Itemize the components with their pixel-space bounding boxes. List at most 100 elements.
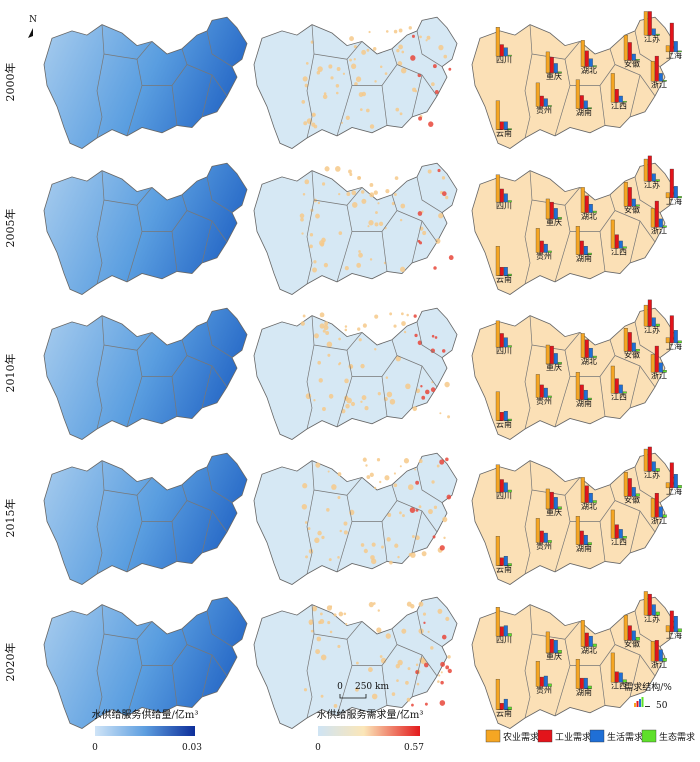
demand-spot [355,687,359,692]
demand-spot [427,169,432,174]
demand-spot [369,192,375,198]
demand-spot [323,324,329,331]
legend-max: 0.03 [182,743,202,753]
demand-bar [623,328,628,352]
demand-bar [503,410,508,421]
legend-bar [641,697,644,707]
demand-spot [371,693,378,700]
province-label: 上海 [666,341,682,351]
province-label: 贵州 [536,685,552,695]
demand-spot [320,654,327,661]
demand-spot [323,262,329,268]
demand-spot [314,537,320,544]
demand-spot [402,514,405,518]
demand-spot [398,28,403,33]
demand-bar [580,620,585,647]
demand-spot [396,48,400,53]
demand-bar [662,80,667,82]
demand-spot [397,659,403,666]
demand-bar [669,168,674,199]
demand-spot [301,232,304,235]
demand-bar [499,626,504,637]
province-label: 浙江 [651,370,667,380]
demand-spot [399,218,403,222]
demand-bar [610,652,615,683]
supply-map [43,307,248,440]
demand-spot [430,646,434,650]
demand-spot [304,179,310,185]
demand-spot [405,383,411,390]
demand-bar [535,374,540,398]
demand-bar [495,391,500,421]
demand-bar [622,536,627,539]
demand-bar [495,100,500,130]
demand-bar [658,362,663,373]
province-label: 湖南 [576,253,592,263]
demand-spot [361,190,365,194]
demand-spot [369,182,374,187]
demand-bar [665,45,670,53]
demand-spot [440,680,444,685]
demand-spot [398,44,403,50]
demand-bar [580,187,585,213]
demand-bar [623,34,628,61]
demand-spot [416,682,420,686]
demand-spot [384,475,390,481]
demand-spot [307,527,311,531]
demand-spot [328,64,333,69]
demand-spot [434,90,439,95]
demand-spot [304,83,309,88]
demand-bar [539,240,544,253]
demand-spot [338,192,341,196]
demand-bar [655,323,660,327]
demand-bar [610,73,615,103]
demand-bar [627,42,632,61]
demand-spot [418,116,423,121]
demand-bar [622,391,627,394]
demand-spot [389,560,393,565]
demand-bar [655,468,660,472]
demand-bar [643,11,648,36]
province-label: 重庆 [546,507,562,517]
demand-bar [654,345,659,373]
demand-bar [647,299,652,327]
demand-spot [335,91,339,95]
demand-spot [312,267,317,273]
demand-spot [386,537,391,542]
demand-bar [547,105,552,107]
province-label: 湖北 [581,501,597,511]
province-label: 浙江 [651,659,667,669]
demand-spot [321,237,326,243]
demand-spot [422,612,427,616]
demand-spot [319,312,325,318]
demand-spot [441,634,447,640]
demand-spot [315,462,321,468]
demand-spot [393,193,397,197]
demand-bar [677,340,682,344]
demand-spot [396,679,399,683]
province-label: 重庆 [546,71,562,81]
demand-spot [368,601,374,608]
demand-spot [311,605,318,612]
demand-spot [344,325,348,328]
demand-bar [545,51,550,74]
demand-bar [655,179,660,182]
province-label: 江西 [611,246,627,256]
demand-spot [349,172,353,176]
demand-bar [658,73,663,82]
demand-bar [662,657,667,662]
demand-bar [499,479,504,493]
demand-spot [443,54,448,59]
demand-spot [367,225,370,228]
demand-bar [622,246,627,249]
demand-bar [588,58,593,67]
demand-bar [553,208,558,220]
color-ramp [318,726,420,736]
province-border [306,460,443,575]
demand-bar [499,121,504,130]
province-label: 江苏 [644,613,660,623]
north-label: N [29,15,37,25]
demand-spot [418,459,423,464]
demand-bar [503,555,508,566]
demand-bar [575,226,580,255]
